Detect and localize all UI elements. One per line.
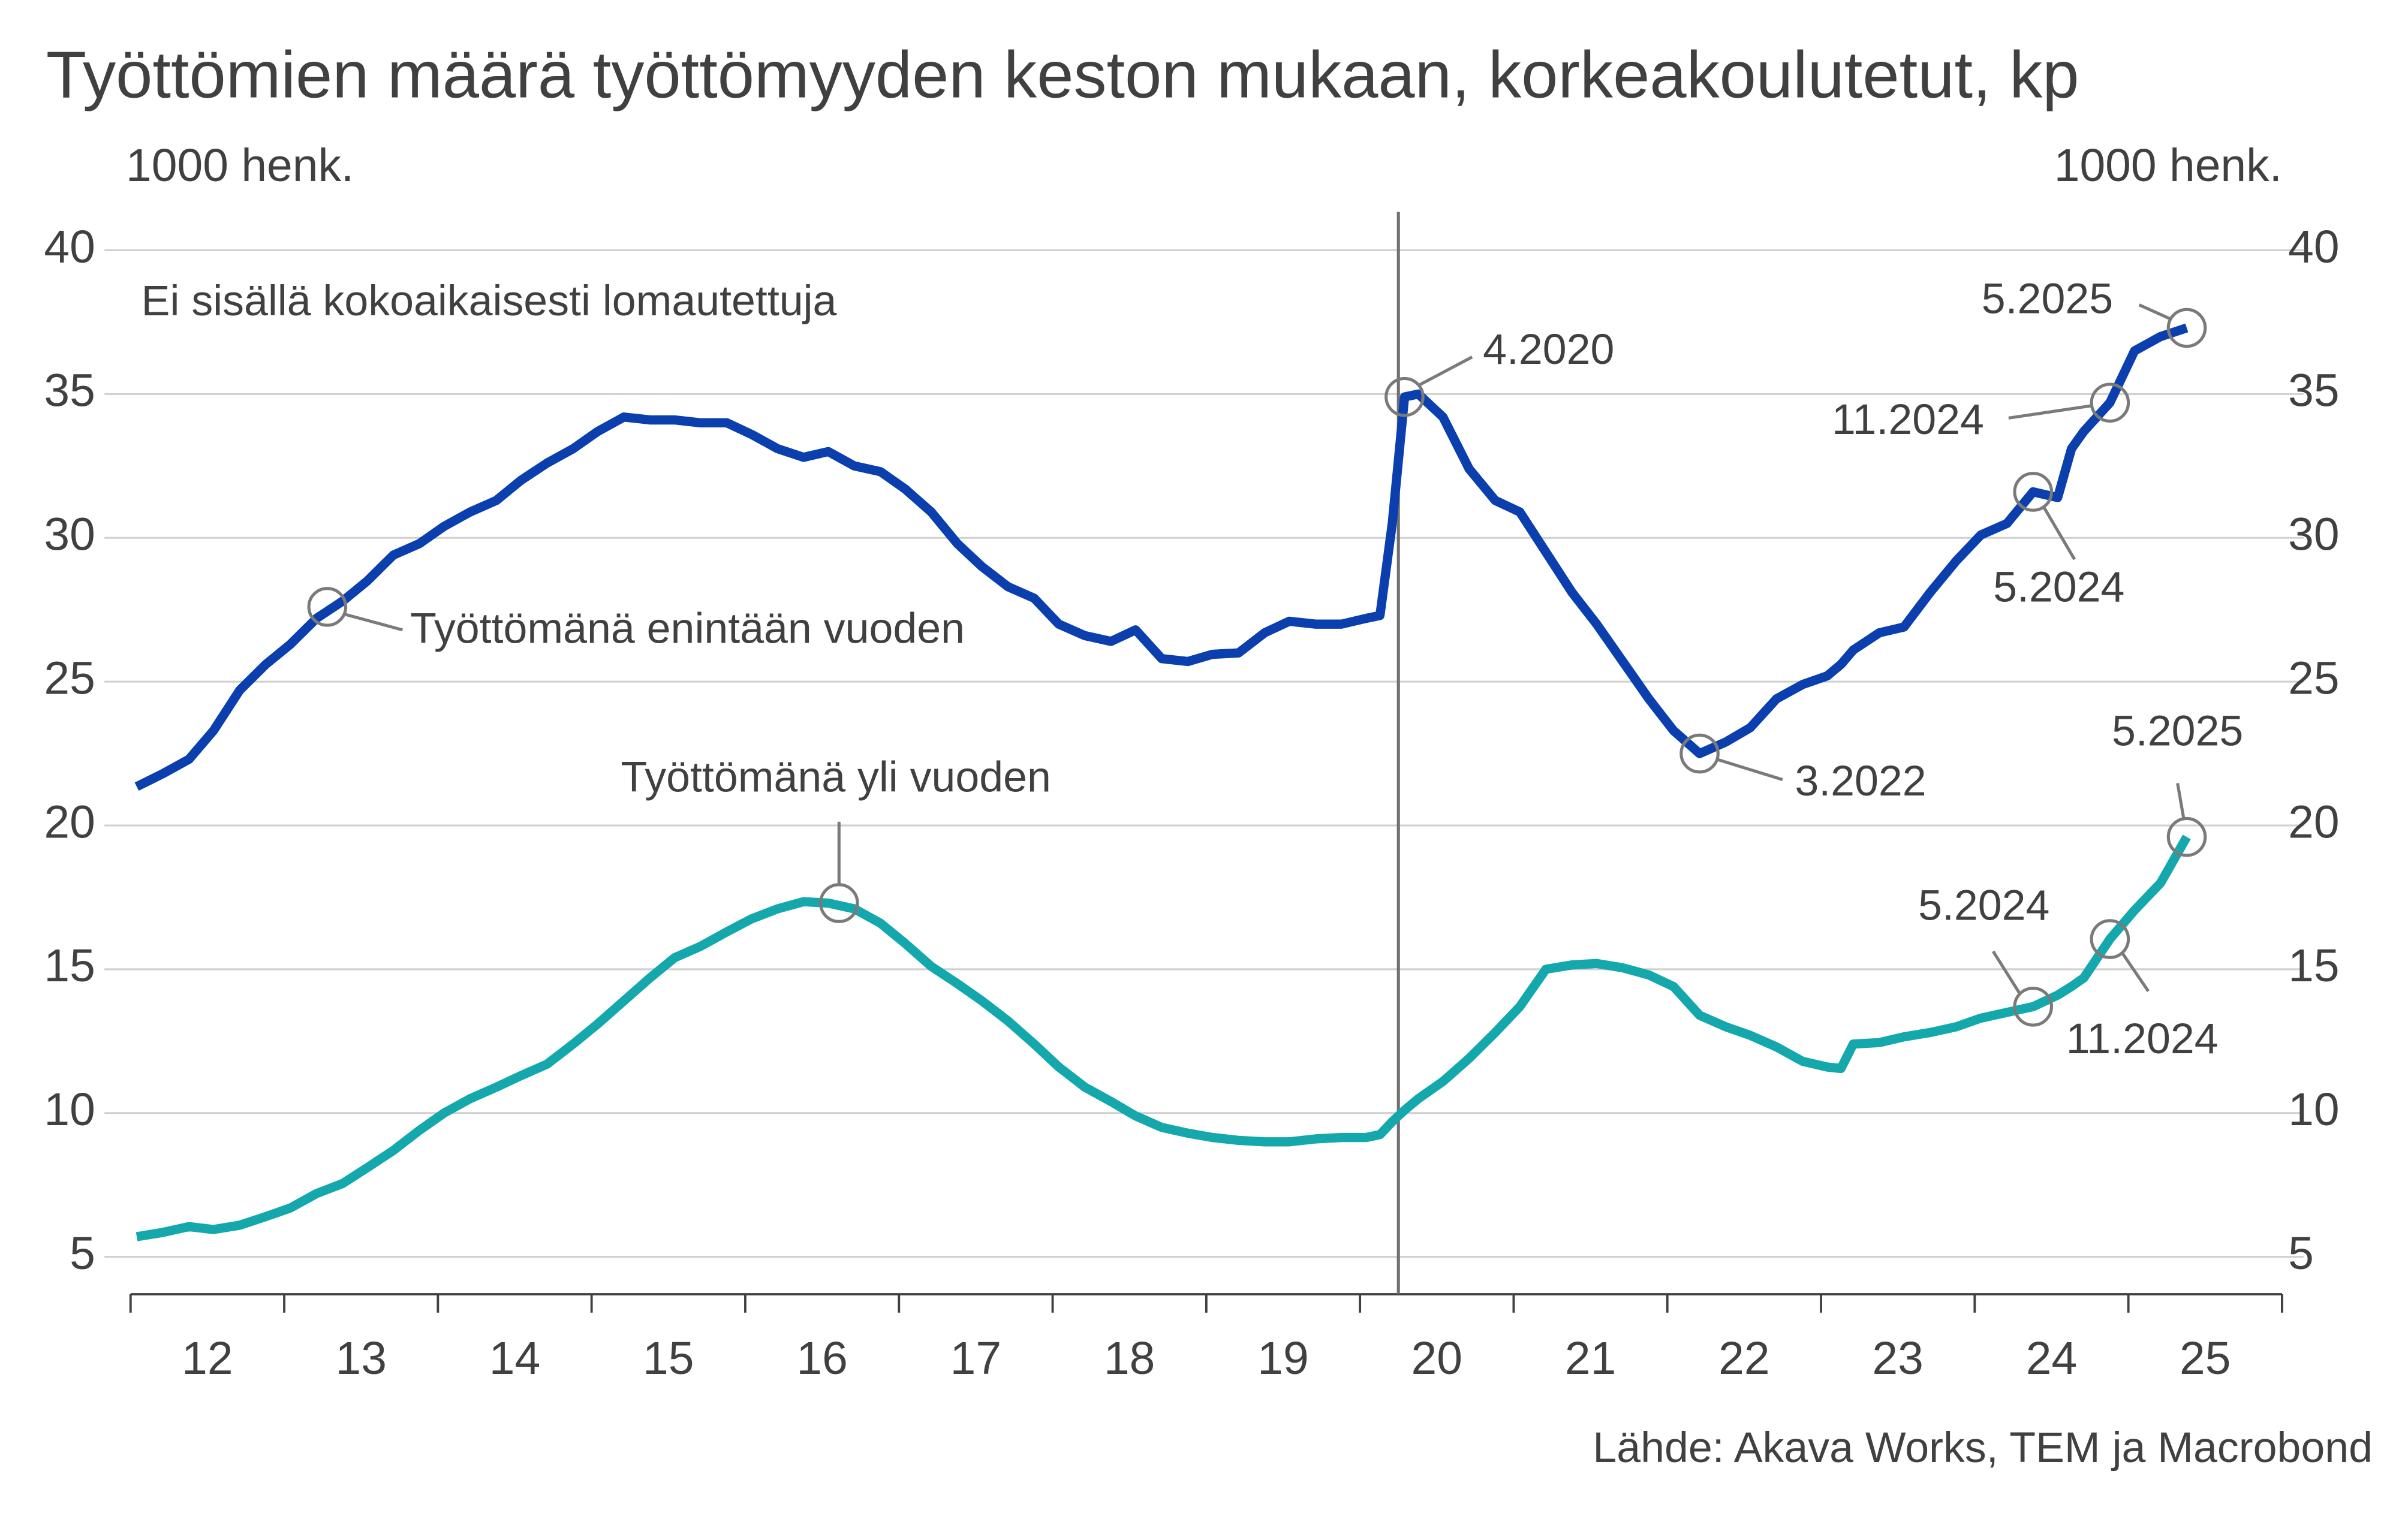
y-tick-label: 20 [44,796,95,848]
y-tick-label: 40 [44,221,95,273]
y2-tick-label: 25 [2288,652,2339,704]
annotation-marker [1679,733,1720,774]
x-tick-label: 17 [950,1333,1001,1384]
x-tick-label: 23 [1872,1333,1923,1384]
annotation-label: 11.2024 [1832,396,1984,444]
annotation-marker [2166,816,2207,857]
y-tick-label: 25 [44,652,95,704]
x-tick-label: 13 [335,1333,386,1384]
annotation-marker [2090,382,2130,423]
annotation-label: Työttömänä yli vuoden [621,754,1051,801]
annotation-label: Työttömänä enintään vuoden [410,604,965,652]
y-tick-label: 30 [44,509,95,560]
y2-axis-label: 1000 henk. [2054,140,2282,191]
annotation-label: 4.2020 [1483,326,1614,373]
series-line [134,323,2189,791]
annotation-label: 5.2024 [1993,563,2124,611]
y-tick-label: 35 [44,365,95,417]
annotation-leader [2042,506,2076,560]
annotation-label: 11.2024 [2066,1015,2219,1063]
chart-title: Työttömien määrä työttömyyden keston muk… [46,38,2079,111]
y2-tick-label: 5 [2288,1228,2314,1279]
y2-tick-label: 35 [2288,365,2339,417]
series-line [136,834,2191,1241]
x-tick-label: 22 [1718,1333,1769,1384]
annotation-leader [1991,950,2021,994]
x-tick-label: 14 [489,1333,540,1384]
annotation-marker [2090,919,2130,959]
annotation-leader [345,613,403,632]
y2-tick-label: 40 [2288,221,2339,273]
note: Ei sisällä kokoaikaisesti lomautettuja [142,277,837,325]
x-tick-label: 18 [1104,1333,1155,1384]
y2-tick-label: 10 [2288,1084,2339,1135]
y2-tick-label: 15 [2288,940,2339,991]
annotation-label: 5.2024 [1918,881,2049,929]
x-tick-label: 25 [2180,1333,2231,1384]
x-tick-label: 15 [643,1333,694,1384]
annotation-marker [2013,986,2054,1027]
annotation-leader [1419,355,1473,386]
annotation-leader [1717,758,1783,782]
x-tick-label: 20 [1411,1333,1462,1384]
x-tick-label: 21 [1565,1333,1616,1384]
y-axis-label: 1000 henk. [126,140,354,191]
annotation-marker [2166,308,2207,348]
y-tick-label: 10 [44,1084,95,1135]
annotation-label: 3.2022 [1795,757,1926,805]
annotation-leader [2138,303,2171,320]
annotation-leader [2176,783,2186,819]
annotation-leader [2121,952,2150,993]
x-tick-label: 19 [1257,1333,1308,1384]
source: Lähde: Akava Works, TEM ja Macrobond [1593,1424,2373,1472]
annotation-marker [307,587,348,627]
annotation-leader [2008,404,2092,420]
y-tick-label: 5 [70,1228,95,1279]
annotation-label: 5.2025 [2112,707,2243,755]
annotation-marker [2013,472,2054,512]
annotation-label: 5.2025 [1982,275,2113,323]
y-tick-label: 15 [44,940,95,991]
y2-tick-label: 30 [2288,509,2339,560]
y2-tick-label: 20 [2288,796,2339,848]
x-tick-label: 24 [2026,1333,2077,1384]
x-tick-label: 16 [796,1333,847,1384]
x-tick-label: 12 [182,1333,233,1384]
annotation-marker [1384,376,1425,417]
